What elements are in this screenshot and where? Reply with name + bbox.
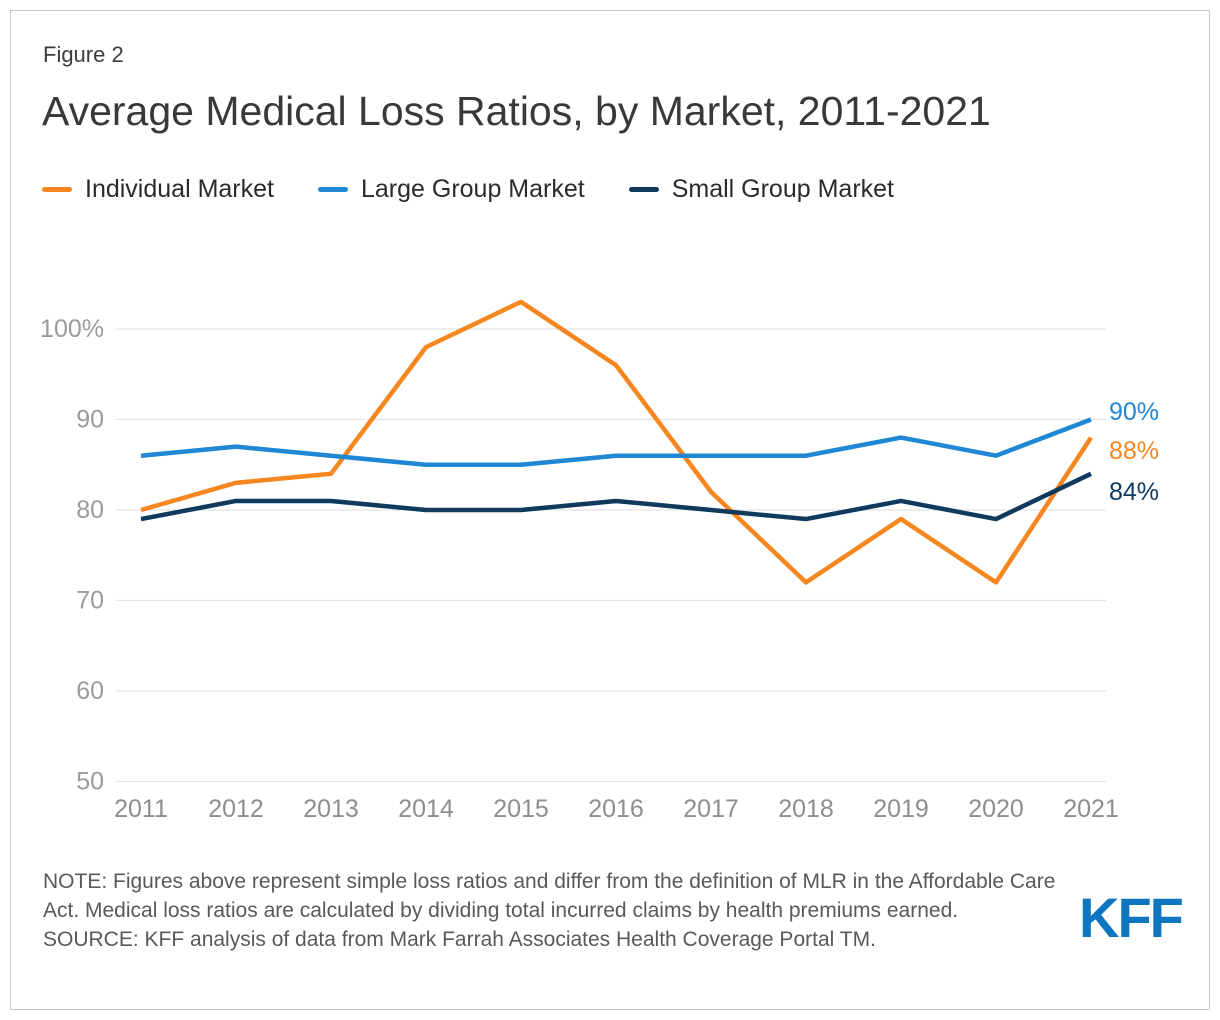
- legend-label: Individual Market: [85, 175, 274, 203]
- series-end-label: 90%: [1109, 398, 1159, 426]
- footnotes: NOTE: Figures above represent simple los…: [43, 868, 1063, 954]
- note-text: NOTE: Figures above represent simple los…: [43, 870, 1056, 922]
- series-line-small-group-market: [140, 471, 1092, 522]
- figure-label: Figure 2: [43, 42, 124, 67]
- chart-legend: Individual Market Large Group Market Sma…: [42, 175, 894, 204]
- mlr-line-chart: 100% 90 80 70 60 50 2011 2012 2013 2014 2015 2016 20…: [40, 299, 1159, 823]
- x-tick-label: 2019: [873, 795, 929, 823]
- x-tick-label: 2017: [683, 795, 739, 823]
- small-group-market-swatch-icon: [628, 187, 659, 192]
- y-tick-label: 100%: [40, 315, 104, 343]
- x-tick-label: 2021: [1063, 795, 1119, 823]
- y-tick-label: 80: [76, 496, 104, 524]
- y-tick-label: 70: [76, 587, 104, 615]
- x-tick-label: 2011: [114, 795, 168, 823]
- series-line-large-group-market: [140, 417, 1092, 467]
- individual-market-swatch-icon: [42, 187, 72, 192]
- y-tick-label: 90: [76, 406, 104, 434]
- source-text: SOURCE: KFF analysis of data from Mark F…: [43, 927, 876, 951]
- x-tick-label: 2020: [968, 795, 1024, 823]
- x-tick-label: 2016: [588, 795, 644, 823]
- series-end-label: 88%: [1109, 437, 1159, 465]
- figure-card: Figure 2 Average Medical Loss Ratios, by…: [10, 10, 1210, 1010]
- legend-label: Small Group Market: [671, 175, 894, 203]
- legend-label: Large Group Market: [360, 175, 585, 203]
- y-tick-label: 50: [76, 768, 104, 796]
- series-end-label: 84%: [1109, 478, 1159, 506]
- y-tick-label: 60: [76, 677, 104, 705]
- series-line-individual-market: [140, 299, 1093, 585]
- legend-item-large-group-market: Large Group Market: [317, 175, 585, 204]
- x-tick-label: 2015: [493, 795, 549, 823]
- legend-item-small-group-market: Small Group Market: [628, 175, 894, 204]
- legend-item-individual-market: Individual Market: [42, 175, 274, 204]
- page-title: Average Medical Loss Ratios, by Market, …: [42, 88, 991, 134]
- x-tick-label: 2014: [398, 795, 454, 823]
- x-tick-label: 2018: [778, 795, 834, 823]
- large-group-market-swatch-icon: [317, 187, 348, 192]
- x-tick-label: 2013: [303, 795, 359, 823]
- kff-logo: KFF: [1079, 886, 1184, 949]
- x-tick-label: 2012: [208, 795, 264, 823]
